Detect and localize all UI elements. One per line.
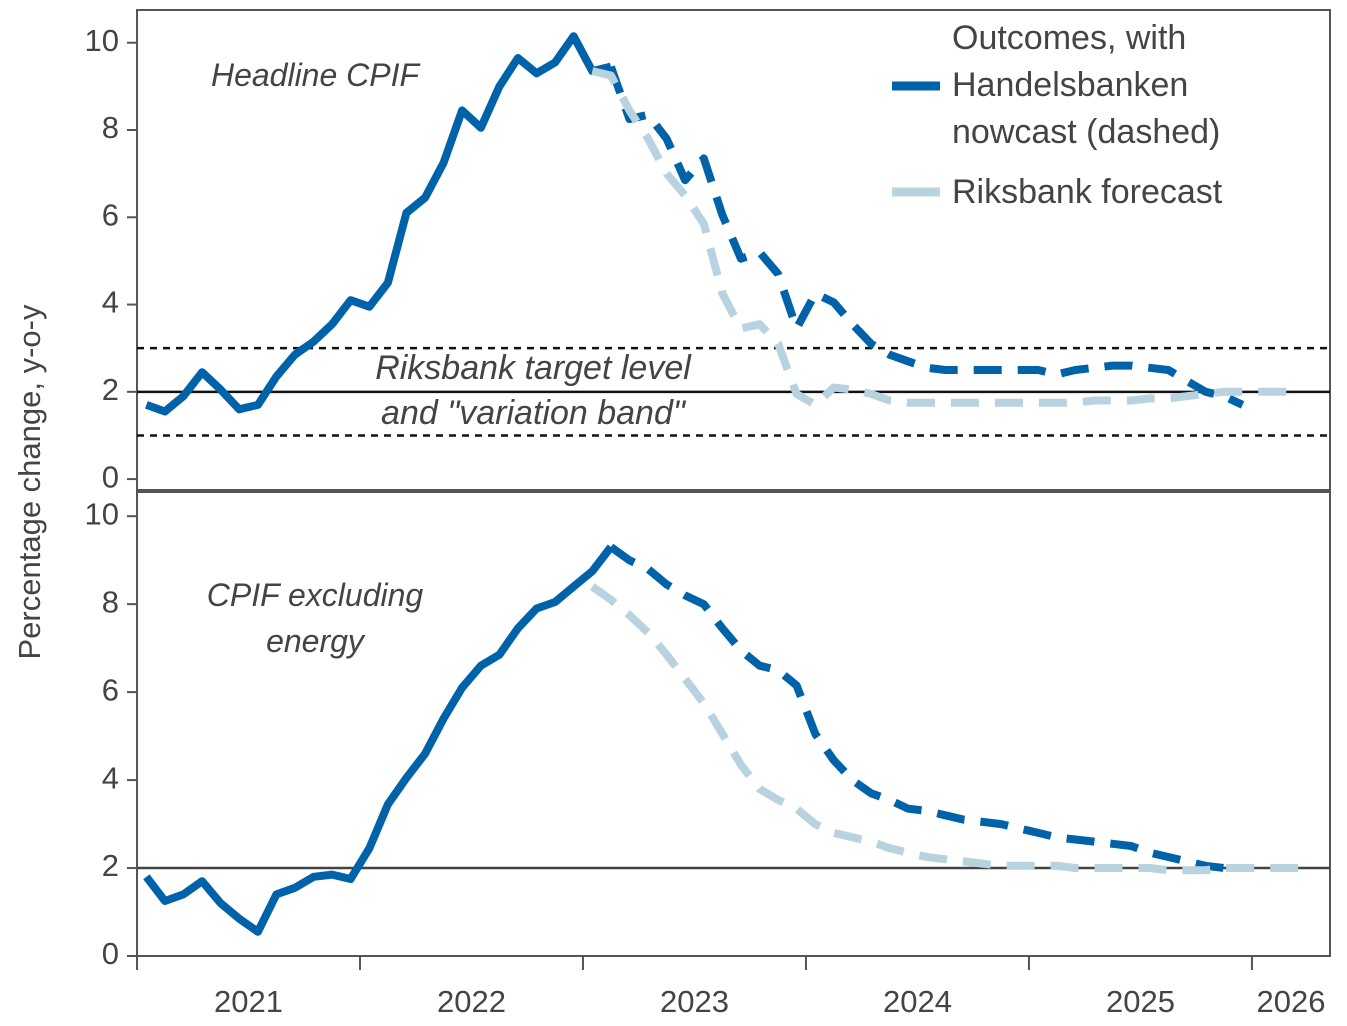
y-axis-label: Percentage change, y-o-y: [12, 304, 47, 659]
panel-title: Headline CPIF: [210, 57, 420, 93]
y-tick-label: 6: [102, 672, 119, 707]
x-tick-label: 2024: [883, 984, 952, 1019]
y-tick-label: 10: [85, 23, 119, 58]
plot-frame: [136, 9, 1331, 491]
series-line: [591, 67, 1299, 409]
x-tick-label: 2026: [1256, 984, 1325, 1019]
series-line: [589, 583, 1299, 875]
panel-title: CPIF excluding energy: [206, 577, 424, 659]
y-tick-label: 6: [102, 197, 119, 232]
y-tick-label: 2: [102, 848, 119, 883]
series-line: [145, 32, 612, 416]
x-tick-label: 2022: [437, 984, 506, 1019]
legend-label: Outcomes, with Handelsbanken nowcast (da…: [952, 19, 1221, 151]
x-tick-label: 2025: [1106, 984, 1175, 1019]
legend-label: Riksbank forecast: [952, 173, 1223, 211]
y-tick-label: 0: [102, 936, 119, 971]
x-tick-label: 2023: [660, 984, 729, 1019]
plot-frame: [136, 491, 1331, 957]
annotation: and "variation band": [381, 394, 687, 432]
y-tick-label: 10: [85, 496, 119, 531]
y-tick-label: 4: [102, 760, 119, 795]
y-tick-label: 8: [102, 584, 119, 619]
y-tick-label: 2: [102, 372, 119, 407]
x-tick-label: 2021: [214, 984, 283, 1019]
y-tick-label: 0: [102, 459, 119, 494]
series-line: [608, 543, 1243, 872]
y-tick-label: 4: [102, 285, 119, 320]
y-tick-label: 8: [102, 110, 119, 145]
annotation: Riksbank target level: [375, 349, 692, 387]
series-line: [143, 544, 615, 936]
